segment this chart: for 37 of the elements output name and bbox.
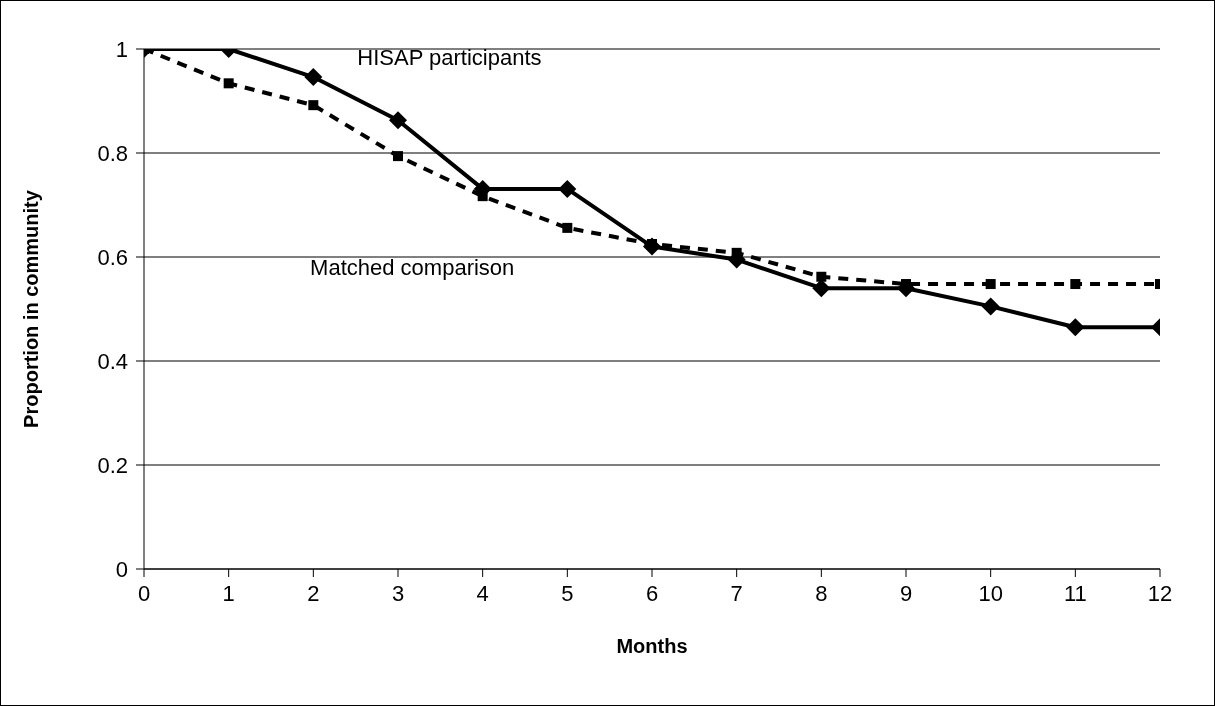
point — [304, 68, 323, 87]
y-tick-label: 0.6 — [97, 244, 128, 270]
x-tick-label: 0 — [137, 580, 151, 606]
y-tick-label: 0 — [115, 556, 128, 582]
y-tick-label: 0.2 — [97, 452, 128, 478]
point — [477, 191, 488, 202]
x-tick-label: 4 — [476, 580, 489, 606]
y-tick-label: 0.4 — [97, 348, 128, 374]
point — [223, 78, 234, 89]
point — [389, 111, 407, 130]
point — [981, 297, 1000, 316]
y-tick-label: 1 — [115, 36, 128, 62]
x-tick-label: 1 — [222, 580, 235, 606]
x-tick-label: 11 — [1063, 580, 1087, 606]
point — [812, 279, 831, 298]
point — [558, 179, 577, 198]
point — [1070, 279, 1081, 290]
x-tick-label: 7 — [730, 580, 743, 606]
point — [393, 151, 403, 162]
x-tick-label: 10 — [978, 580, 1003, 606]
x-tick-label: 3 — [391, 580, 405, 606]
series-label: Matched comparison — [310, 254, 515, 280]
x-tick-label: 8 — [815, 580, 828, 606]
point — [562, 222, 573, 233]
y-axis-title: Proportion in community — [20, 189, 43, 428]
x-tick-label: 2 — [307, 580, 320, 606]
point — [985, 279, 996, 290]
x-tick-label: 9 — [899, 580, 913, 606]
x-tick-label: 6 — [645, 580, 659, 606]
point — [1066, 318, 1085, 337]
point — [308, 100, 319, 111]
x-tick-label: 5 — [561, 580, 574, 606]
x-axis-title: Months — [616, 635, 688, 657]
x-tick-label: 12 — [1147, 580, 1173, 606]
point — [816, 271, 827, 282]
series-label: HISAP participants — [357, 44, 542, 70]
y-tick-label: 0.8 — [97, 140, 128, 166]
